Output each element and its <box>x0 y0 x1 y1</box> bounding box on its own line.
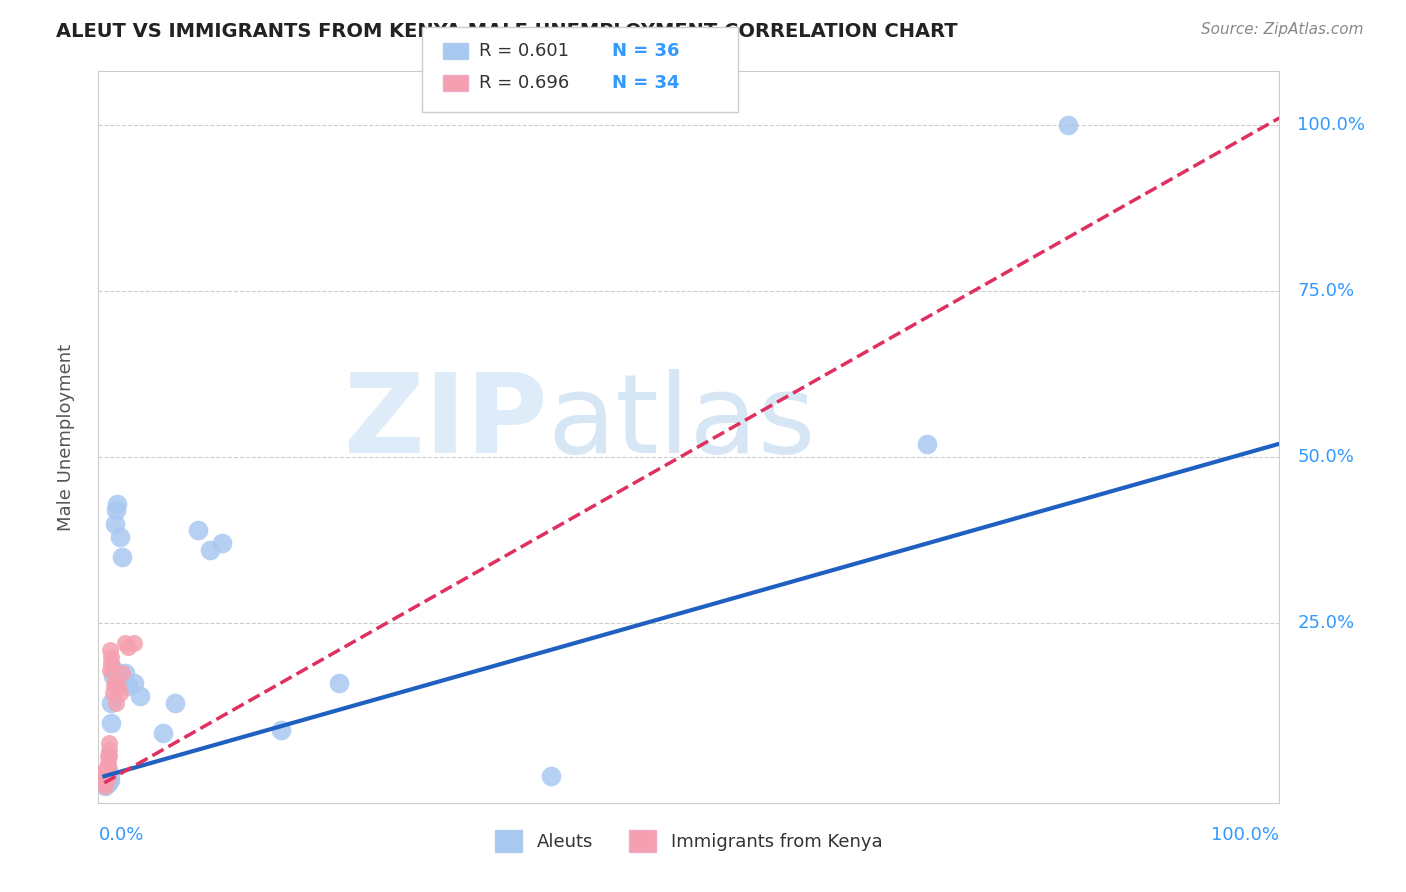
Point <box>98 749 121 764</box>
Point <box>117 680 139 694</box>
Point <box>152 726 174 740</box>
Point <box>94 769 117 783</box>
Point <box>117 640 139 654</box>
Point <box>114 666 136 681</box>
Point <box>100 656 122 670</box>
Text: 100.0%: 100.0% <box>1212 826 1279 844</box>
Point <box>94 776 117 790</box>
Text: N = 36: N = 36 <box>612 42 679 60</box>
Point <box>98 769 121 783</box>
Point <box>94 763 117 777</box>
Point <box>94 776 117 790</box>
Point <box>97 769 120 783</box>
Point <box>100 649 122 664</box>
Point <box>96 765 118 780</box>
Point <box>94 769 117 783</box>
Text: ALEUT VS IMMIGRANTS FROM KENYA MALE UNEMPLOYMENT CORRELATION CHART: ALEUT VS IMMIGRANTS FROM KENYA MALE UNEM… <box>56 22 957 41</box>
Point <box>94 765 117 780</box>
Point <box>96 769 118 783</box>
Point <box>96 763 118 777</box>
Point <box>111 549 134 564</box>
Point <box>107 680 129 694</box>
Point <box>270 723 292 737</box>
Point <box>108 686 131 700</box>
Text: ZIP: ZIP <box>344 369 547 476</box>
Point <box>104 676 127 690</box>
Point <box>103 680 125 694</box>
Point <box>96 772 118 787</box>
Text: 25.0%: 25.0% <box>1298 615 1354 632</box>
Point <box>100 696 122 710</box>
Point <box>94 776 117 790</box>
Point <box>97 759 120 773</box>
Point <box>122 636 145 650</box>
Point <box>100 716 122 731</box>
Text: R = 0.601: R = 0.601 <box>479 42 569 60</box>
Point <box>915 436 938 450</box>
Point <box>198 543 221 558</box>
Point <box>94 772 117 787</box>
Point <box>98 772 121 787</box>
Point <box>187 523 209 537</box>
Point <box>104 516 127 531</box>
Point <box>96 772 118 787</box>
Point <box>97 769 120 783</box>
Point <box>94 779 117 793</box>
Point <box>111 666 134 681</box>
Point <box>97 756 120 770</box>
Point <box>163 696 186 710</box>
Text: 100.0%: 100.0% <box>1298 116 1365 134</box>
Text: 50.0%: 50.0% <box>1298 448 1354 466</box>
Point <box>97 765 120 780</box>
Legend: Aleuts, Immigrants from Kenya: Aleuts, Immigrants from Kenya <box>488 823 890 860</box>
Point <box>122 676 145 690</box>
Point <box>540 769 562 783</box>
Point <box>98 772 121 787</box>
Point <box>105 503 128 517</box>
Point <box>128 690 150 704</box>
Point <box>98 742 121 756</box>
Text: Source: ZipAtlas.com: Source: ZipAtlas.com <box>1201 22 1364 37</box>
Point <box>103 663 125 677</box>
Text: 0.0%: 0.0% <box>98 826 143 844</box>
Point <box>97 749 120 764</box>
Point <box>98 769 121 783</box>
Point <box>96 776 118 790</box>
Point <box>98 736 121 750</box>
Point <box>96 769 118 783</box>
Point <box>98 643 121 657</box>
Point <box>1057 118 1080 132</box>
Text: R = 0.696: R = 0.696 <box>479 74 569 92</box>
Point <box>94 779 117 793</box>
Point <box>94 769 117 783</box>
Point <box>108 530 131 544</box>
Y-axis label: Male Unemployment: Male Unemployment <box>56 343 75 531</box>
Point <box>101 669 124 683</box>
Point <box>105 696 128 710</box>
Text: atlas: atlas <box>547 369 815 476</box>
Point <box>98 663 121 677</box>
Text: 75.0%: 75.0% <box>1298 282 1354 300</box>
Point <box>211 536 233 550</box>
Point <box>97 763 120 777</box>
Point <box>101 686 124 700</box>
Point <box>97 776 120 790</box>
Point <box>114 636 136 650</box>
Point <box>105 497 128 511</box>
Point <box>328 676 350 690</box>
Text: N = 34: N = 34 <box>612 74 679 92</box>
